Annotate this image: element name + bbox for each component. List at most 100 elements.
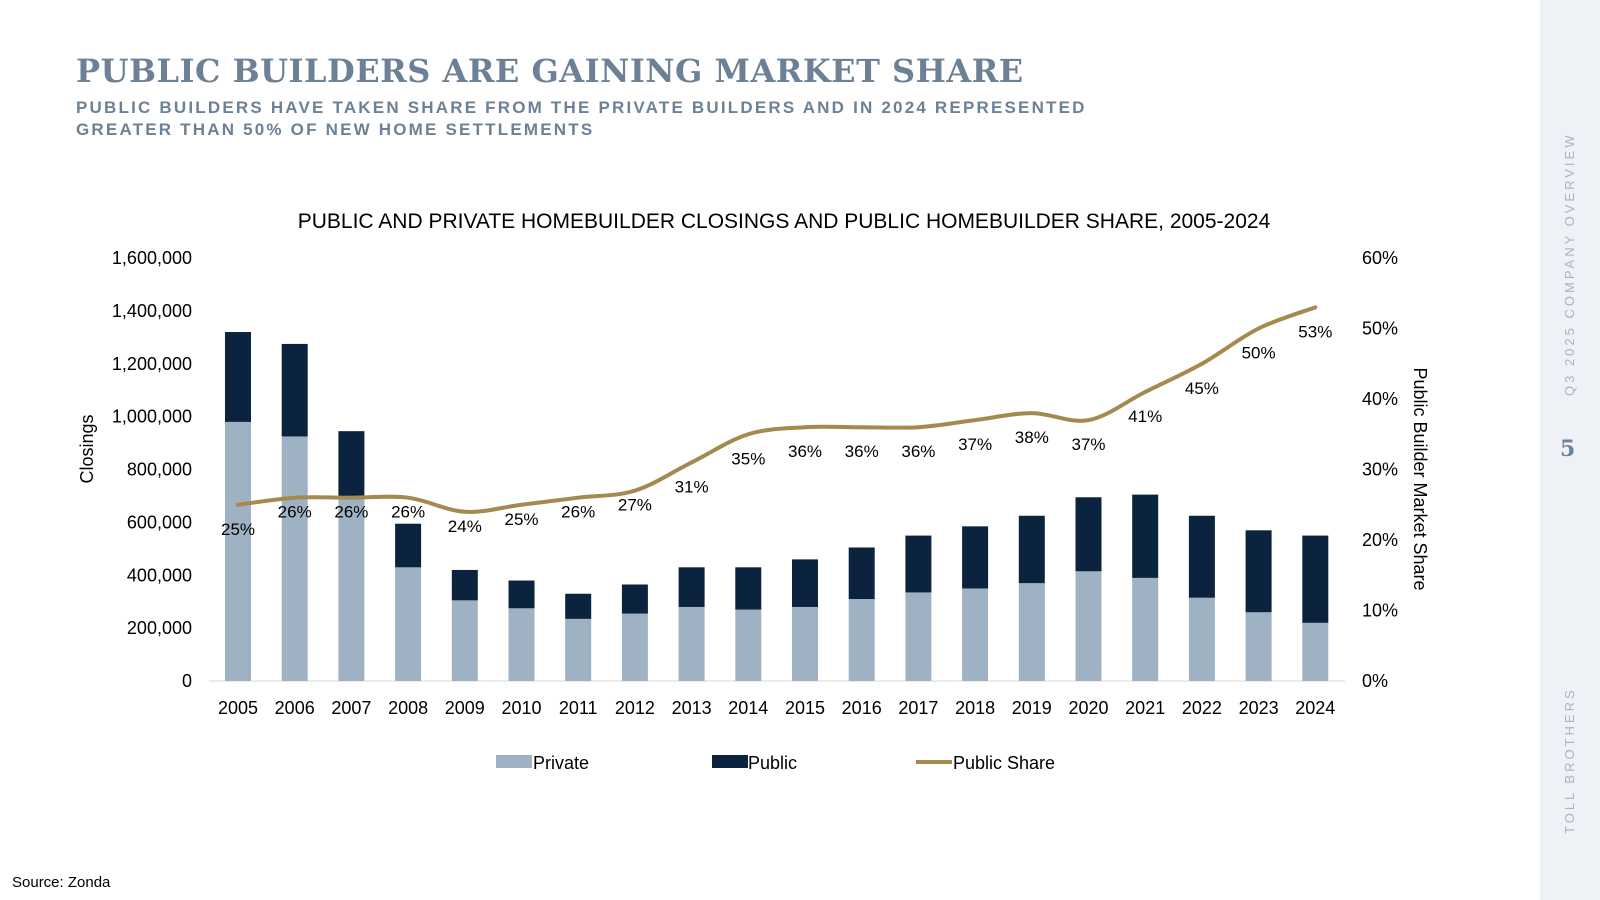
x-axis-tick-labels: 2005 2006 2007 2008 2009 2010 2011 2012 2013 2014… xyxy=(218,698,1335,718)
public-share-data-labels: 25% 26% 26% 26% 24% 25% 26% 27% 31% 35% 36% 36% 36% 3… xyxy=(221,322,1332,538)
y-tick-label: 1,600,000 xyxy=(112,248,192,268)
y-tick-label: 600,000 xyxy=(127,512,192,532)
page-title: PUBLIC BUILDERS ARE GAINING MARKET SHARE xyxy=(76,52,1024,90)
bar-private xyxy=(678,606,705,681)
share-data-label: 45% xyxy=(1185,379,1219,398)
x-tick-label: 2019 xyxy=(1012,698,1052,718)
share-data-label: 27% xyxy=(618,496,652,515)
x-tick-label: 2021 xyxy=(1125,698,1165,718)
share-data-label: 25% xyxy=(504,510,538,529)
y2-tick-label: 40% xyxy=(1362,389,1398,409)
x-tick-label: 2005 xyxy=(218,698,258,718)
bar-private xyxy=(395,567,422,681)
x-tick-label: 2014 xyxy=(728,698,768,718)
bar-public xyxy=(1132,494,1159,578)
bar-private xyxy=(1075,571,1102,681)
share-data-label: 41% xyxy=(1128,407,1162,426)
chart-title: PUBLIC AND PRIVATE HOMEBUILDER CLOSINGS … xyxy=(298,210,1271,233)
share-data-label: 38% xyxy=(1015,428,1049,447)
bar-public xyxy=(621,584,648,614)
bar-private xyxy=(905,592,932,681)
x-tick-label: 2009 xyxy=(445,698,485,718)
y-tick-label: 200,000 xyxy=(127,618,192,638)
share-data-label: 26% xyxy=(391,503,425,522)
page-subtitle: PUBLIC BUILDERS HAVE TAKEN SHARE FROM TH… xyxy=(76,98,1087,139)
bar-public xyxy=(1188,515,1215,598)
y2-axis-label: Public Builder Market Share xyxy=(1410,367,1430,590)
public-share-line xyxy=(236,305,1318,514)
share-data-label: 53% xyxy=(1298,322,1332,341)
x-tick-label: 2010 xyxy=(501,698,541,718)
bar-public xyxy=(905,535,932,593)
share-data-label: 26% xyxy=(278,503,312,522)
bar-public xyxy=(338,431,365,496)
bar-private xyxy=(225,421,251,681)
share-data-label: 50% xyxy=(1242,344,1276,363)
share-data-label: 24% xyxy=(448,517,482,536)
bar-private xyxy=(735,609,762,681)
share-data-label: 26% xyxy=(334,503,368,522)
share-data-label: 36% xyxy=(788,442,822,461)
y-tick-label: 1,200,000 xyxy=(112,354,192,374)
x-tick-label: 2006 xyxy=(275,698,315,718)
bar-public xyxy=(1245,530,1272,613)
bar-public xyxy=(1075,497,1102,572)
x-tick-label: 2022 xyxy=(1182,698,1222,718)
legend: Private Public Public Share xyxy=(496,753,1055,773)
y2-tick-label: 0% xyxy=(1362,671,1388,691)
bar-private xyxy=(338,495,365,681)
bar-private xyxy=(962,588,989,681)
bar-series xyxy=(225,332,1329,681)
bar-public xyxy=(451,569,478,601)
x-tick-label: 2011 xyxy=(559,698,598,718)
bar-public xyxy=(962,526,989,589)
bar-private xyxy=(1188,597,1215,681)
x-tick-label: 2020 xyxy=(1068,698,1108,718)
x-tick-label: 2008 xyxy=(388,698,428,718)
bar-private xyxy=(1302,622,1329,681)
y2-axis-ticks: 0% 10% 20% 30% 40% 50% 60% xyxy=(1362,248,1398,691)
bar-public xyxy=(735,567,762,610)
page-number: 5 xyxy=(1560,436,1576,462)
share-data-label: 35% xyxy=(731,449,765,468)
y2-tick-label: 30% xyxy=(1362,460,1398,480)
bar-public xyxy=(565,593,592,619)
bar-private xyxy=(565,618,592,681)
legend-label-public: Public xyxy=(748,753,797,773)
bar-public xyxy=(225,332,251,422)
y-axis-ticks: 0 200,000 400,000 600,000 800,000 1,000,000 1,… xyxy=(112,248,192,691)
x-tick-label: 2024 xyxy=(1295,698,1335,718)
y2-tick-label: 60% xyxy=(1362,248,1398,268)
share-data-label: 26% xyxy=(561,503,595,522)
y-tick-label: 0 xyxy=(182,671,192,691)
legend-swatch-public xyxy=(712,755,748,768)
sidebar xyxy=(1540,0,1600,900)
x-tick-label: 2015 xyxy=(785,698,825,718)
legend-label-private: Private xyxy=(533,753,589,773)
y2-tick-label: 20% xyxy=(1362,530,1398,550)
y-axis-label: Closings xyxy=(77,414,97,483)
share-data-label: 37% xyxy=(958,435,992,454)
bar-public xyxy=(1302,535,1329,623)
bar-private xyxy=(508,608,535,681)
legend-label-public-share: Public Share xyxy=(953,753,1055,773)
bar-private xyxy=(1132,577,1159,681)
share-data-label: 36% xyxy=(901,442,935,461)
x-tick-label: 2018 xyxy=(955,698,995,718)
y2-tick-label: 50% xyxy=(1362,319,1398,339)
y2-tick-label: 10% xyxy=(1362,601,1398,621)
bar-private xyxy=(451,600,478,681)
bar-private xyxy=(1018,583,1045,681)
y-tick-label: 1,400,000 xyxy=(112,301,192,321)
x-tick-label: 2007 xyxy=(331,698,371,718)
y-tick-label: 400,000 xyxy=(127,565,192,585)
x-tick-label: 2013 xyxy=(672,698,712,718)
x-tick-label: 2012 xyxy=(615,698,655,718)
share-data-label: 36% xyxy=(845,442,879,461)
share-data-label: 31% xyxy=(675,477,709,496)
bar-private xyxy=(792,606,818,681)
legend-swatch-private xyxy=(496,755,532,768)
x-tick-label: 2023 xyxy=(1239,698,1279,718)
bar-private xyxy=(1245,612,1272,681)
bar-public xyxy=(281,343,308,437)
